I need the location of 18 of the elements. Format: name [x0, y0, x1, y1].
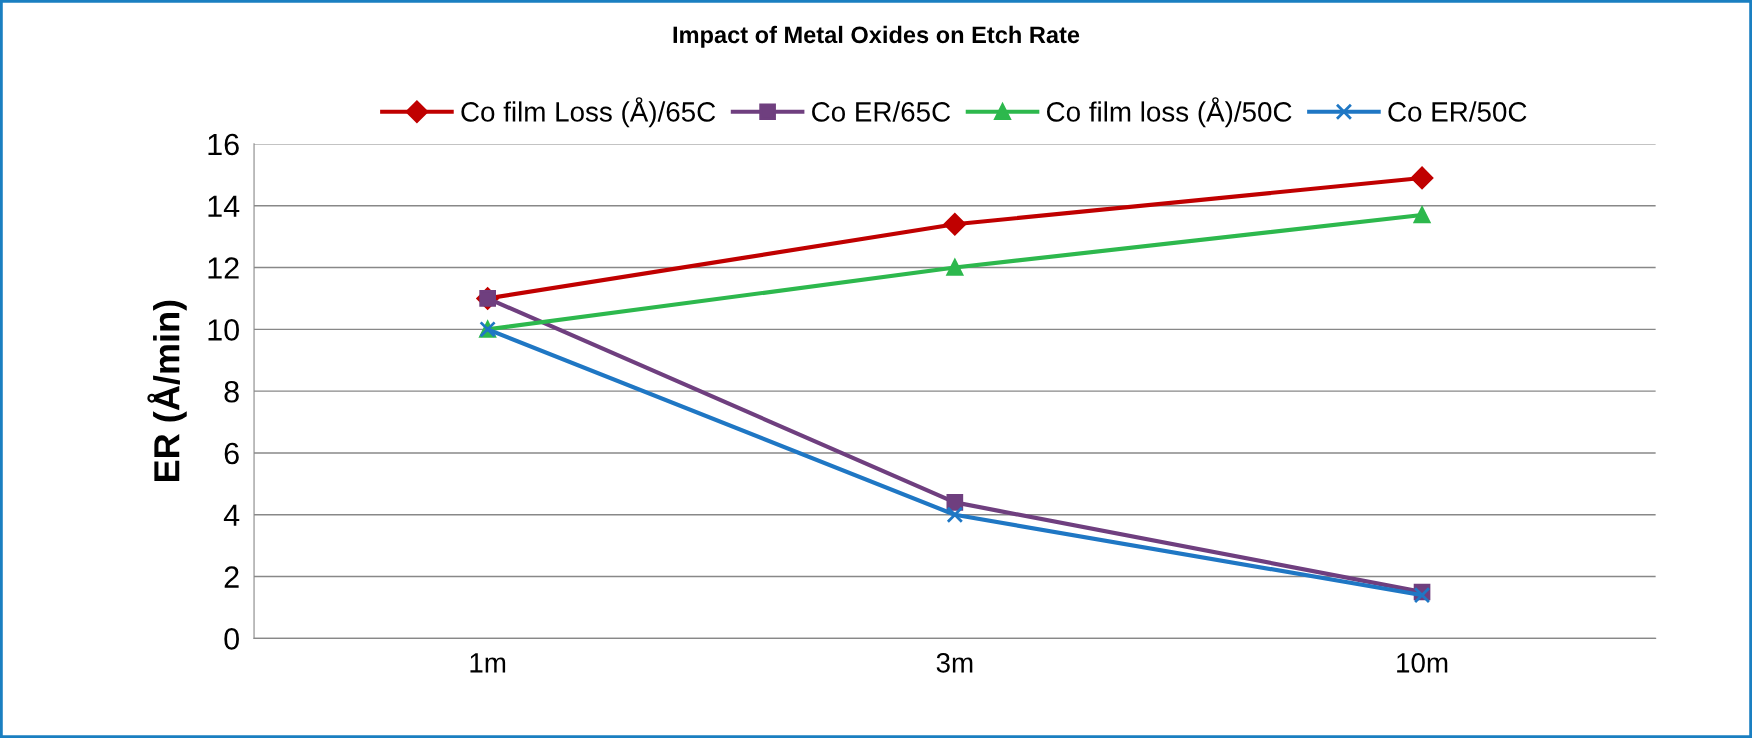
chart-title: Impact of Metal Oxides on Etch Rate	[673, 25, 1080, 48]
y-tick-label: 0	[224, 628, 239, 650]
y-tick-label: 10	[208, 319, 239, 341]
legend-label: Co film loss (Å)/50C	[1047, 97, 1292, 128]
y-tick-label: 2	[224, 566, 239, 588]
legend-label: Co film Loss (Å)/65C	[461, 97, 716, 128]
x-tick-label: 3m	[936, 652, 973, 673]
y-axis-title: ER (Å/min)	[147, 300, 187, 481]
y-tick-label: 14	[208, 195, 240, 217]
y-tick-label: 16	[208, 133, 239, 156]
x-tick-label: 10m	[1397, 652, 1448, 673]
y-tick-label: 12	[208, 257, 239, 279]
y-tick-label: 8	[224, 380, 239, 403]
legend-label: Co ER/50C	[1388, 101, 1527, 122]
y-tick-label: 6	[224, 442, 239, 465]
legend-label: Co ER/65C	[812, 101, 951, 122]
x-tick-label: 1m	[470, 653, 506, 673]
y-tick-label: 4	[223, 504, 240, 526]
